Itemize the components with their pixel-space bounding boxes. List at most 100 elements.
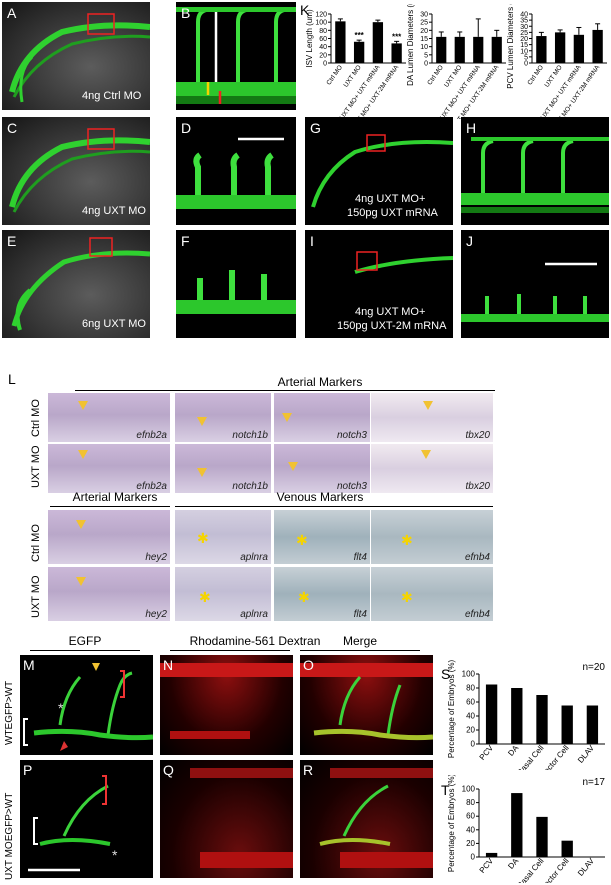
panel-letter-o: O — [303, 657, 314, 673]
ish-ctrl-flt4: ✱ flt4 — [274, 510, 370, 564]
ish-uxt-aplnra: ✱ aplnra — [175, 567, 271, 621]
y-tick-label: 80 — [466, 798, 475, 807]
panel-letter-p: P — [23, 762, 33, 778]
y-tick-label: 10 — [420, 44, 428, 51]
egfp-p-image: * — [28, 775, 118, 872]
panel-letter-i: I — [310, 233, 314, 249]
row-label-ctrl-bottom: Ctrl MO — [30, 524, 42, 562]
panel-g: G 4ng UXT MO+ 150pg UXT mRNA — [305, 117, 453, 225]
bar — [485, 852, 498, 857]
panel-letter-c: C — [7, 120, 18, 136]
chart-t-percentage: 0 20 40 60 80 100 Percentage of Embryos (%) PCV… — [447, 775, 605, 883]
merge-r-image — [319, 768, 433, 868]
panel-o: O — [300, 655, 433, 755]
ish-ctrl-notch3: notch3 — [274, 393, 370, 442]
caption-a: 4ng Ctrl MO — [82, 90, 142, 102]
header-underline-arterial — [50, 506, 170, 507]
y-tick-label: 40 — [466, 825, 475, 834]
bar — [335, 21, 346, 64]
y-tick-label: 0 — [323, 61, 327, 68]
bar — [536, 816, 548, 857]
caption-i-line1: 4ng UXT MO+ — [355, 306, 426, 318]
ish-ctrl-tbx20: tbx20 — [371, 393, 493, 442]
panel-letter-l: L — [8, 371, 16, 387]
bar — [561, 705, 573, 744]
panel-a: A 4ng Ctrl MO — [2, 2, 150, 110]
caption-e: 6ng UXT MO — [82, 318, 146, 330]
category-label: DA — [506, 743, 520, 758]
y-tick-label: 35 — [520, 18, 528, 25]
panel-r: R — [300, 760, 433, 878]
panel-letter-k: K — [300, 2, 310, 18]
caption-g-line2: 150pg UXT mRNA — [347, 207, 438, 219]
ish-ctrl-efnb4: ✱ efnb4 — [371, 510, 493, 564]
panel-d: D — [176, 117, 296, 225]
category-label: Basal Cell — [515, 856, 545, 883]
panel-letter-e: E — [7, 233, 17, 249]
chart-s-percentage: 0 20 40 60 80 100 Percentage of Embryos (%) PCV… — [447, 660, 605, 770]
y-tick-label: 20 — [466, 726, 475, 735]
ish-ctrl-aplnra: ✱ aplnra — [175, 510, 271, 564]
category-label: Ctrl MO — [325, 64, 344, 86]
y-tick-label: 20 — [520, 36, 528, 43]
panel-letter-g: G — [310, 120, 321, 136]
y-axis-label: ISV Length (um) — [305, 9, 314, 68]
dextran-q-image — [190, 768, 293, 868]
y-tick-label: 10 — [520, 48, 528, 55]
panel-letter-s: S — [441, 666, 451, 682]
arterial-markers-header-2: Arterial Markers — [72, 490, 158, 504]
y-tick-label: 100 — [462, 785, 476, 794]
panel-letter-n: N — [163, 657, 174, 673]
isv-b-image — [176, 7, 296, 104]
y-tick-label: 20 — [466, 839, 475, 848]
egfp-m-image: * — [23, 663, 153, 751]
ish-uxt-tbx20: tbx20 — [371, 444, 493, 493]
caption-i-line2: 150pg UXT-2M mRNA — [337, 320, 447, 332]
y-axis-label: DA Lumen Diameters (um) — [406, 4, 415, 86]
y-tick-label: 40 — [520, 12, 528, 19]
panel-h: H — [461, 117, 609, 225]
header-merge: Merge — [342, 634, 377, 648]
ish-uxt-notch1b: notch1b — [175, 444, 271, 493]
ish-ctrl-efnb2a: efnb2a — [48, 393, 170, 442]
category-label: Ctrl MO — [526, 64, 545, 86]
row-label-wt: WTEGFP>WT — [4, 680, 15, 745]
ish-ctrl-notch1b: notch1b — [175, 393, 271, 442]
y-tick-label: 30 — [520, 24, 528, 31]
category-label: DA — [506, 856, 520, 871]
bar — [436, 36, 447, 63]
y-tick-label: 15 — [520, 42, 528, 49]
bar — [561, 840, 573, 857]
panel-letter-t: T — [441, 782, 450, 798]
bar — [586, 705, 599, 744]
merge-underline — [300, 650, 420, 651]
dextran-underline — [170, 650, 290, 651]
panel-letter-j: J — [466, 233, 473, 249]
y-tick-label: 40 — [319, 44, 327, 51]
header-egfp: EGFP — [68, 634, 102, 648]
venous-markers-header: Venous Markers — [276, 490, 364, 504]
y-tick-label: 20 — [319, 52, 327, 59]
caption-c: 4ng UXT MO — [82, 205, 146, 217]
header-dextran: Rhodamine-561 Dextran — [189, 634, 321, 648]
y-axis-label: Percentage of Embryos (%) — [447, 660, 456, 758]
y-tick-label: 60 — [319, 36, 327, 43]
panel-letter-q: Q — [163, 762, 174, 778]
embryo-a-image — [9, 13, 150, 103]
bar — [391, 43, 402, 63]
y-tick-label: 20 — [420, 28, 428, 35]
ish-ctrl-hey2: hey2 — [48, 510, 170, 564]
y-tick-label: 30 — [420, 12, 428, 19]
bar — [372, 22, 384, 64]
y-tick-label: 0 — [471, 853, 476, 862]
bar — [573, 34, 585, 63]
y-tick-label: 0 — [471, 740, 476, 749]
y-tick-label: 40 — [466, 712, 475, 721]
panel-letter-r: R — [303, 762, 314, 778]
panel-letter-f: F — [181, 233, 190, 249]
row-label-ctrl-top: Ctrl MO — [30, 399, 42, 437]
dextran-n-image — [160, 663, 293, 739]
embryo-c-image — [9, 128, 150, 213]
